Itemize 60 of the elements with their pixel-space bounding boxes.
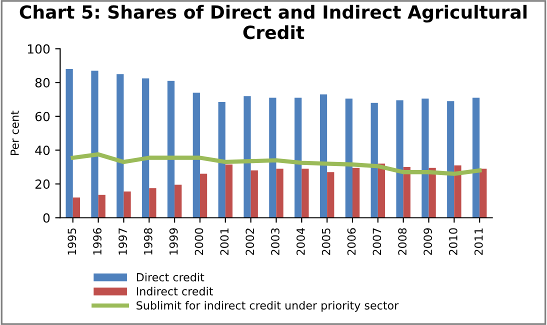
bar xyxy=(294,98,302,218)
bar xyxy=(447,101,454,218)
bar xyxy=(149,188,156,218)
bar xyxy=(480,168,487,218)
bar xyxy=(142,78,150,218)
x-tick-label: 2008 xyxy=(398,228,407,255)
chart-title: Chart 5: Shares of Direct and Indirect Agricultural Credit xyxy=(20,4,527,40)
x-tick-label: 2005 xyxy=(322,228,330,255)
x-tick-label: 1995 xyxy=(68,228,76,255)
x-tick-label: 2010 xyxy=(448,228,458,255)
bar xyxy=(72,197,80,218)
y-tick-label: 0 xyxy=(43,213,50,223)
x-tick-label: 2006 xyxy=(347,228,356,255)
bar xyxy=(218,102,226,218)
bar xyxy=(250,170,258,218)
x-tick-label: 2002 xyxy=(246,228,254,255)
bar xyxy=(98,194,106,218)
bar xyxy=(276,168,284,218)
bar xyxy=(396,100,404,218)
bar xyxy=(66,69,73,218)
x-tick-label: 1999 xyxy=(169,228,178,255)
bar xyxy=(225,164,233,218)
x-tick-label: 2004 xyxy=(296,228,305,255)
legend-label: Indirect credit xyxy=(136,286,213,296)
bar xyxy=(302,168,309,218)
bar xyxy=(327,172,334,218)
bar xyxy=(192,92,200,218)
bar xyxy=(91,70,98,218)
bar xyxy=(174,184,182,218)
bar xyxy=(370,102,378,218)
line-series xyxy=(70,152,482,176)
y-tick-label: 100 xyxy=(28,44,50,54)
x-tick-label: 2011 xyxy=(474,228,483,255)
bar xyxy=(422,98,429,218)
x-tick-label: 2007 xyxy=(372,228,382,255)
x-tick-label: 1997 xyxy=(118,228,127,255)
y-tick-label: 40 xyxy=(35,146,50,156)
y-tick-label: 80 xyxy=(35,78,50,88)
bar xyxy=(352,168,360,218)
y-tick-label: 20 xyxy=(35,179,50,189)
bar xyxy=(167,80,175,218)
x-tick-label: 2009 xyxy=(424,228,432,255)
x-tick-label: 1996 xyxy=(93,228,102,255)
bar xyxy=(124,192,131,218)
legend-label: Sublimit for indirect credit under priority sector xyxy=(136,300,399,312)
bar xyxy=(200,174,208,218)
bar xyxy=(320,94,328,218)
y-tick-label: 60 xyxy=(35,112,50,122)
y-axis-title: Per cent xyxy=(10,110,19,155)
bar xyxy=(472,98,480,218)
bar xyxy=(116,74,124,218)
legend-label: Direct credit xyxy=(136,272,204,282)
x-tick-label: 2000 xyxy=(194,228,204,255)
x-tick-label: 2003 xyxy=(271,228,280,255)
x-tick-label: 1998 xyxy=(144,228,152,255)
x-tick-label: 2001 xyxy=(220,228,229,255)
bar xyxy=(454,165,462,218)
bar xyxy=(345,98,352,218)
bar xyxy=(244,96,251,218)
bar xyxy=(269,98,276,218)
